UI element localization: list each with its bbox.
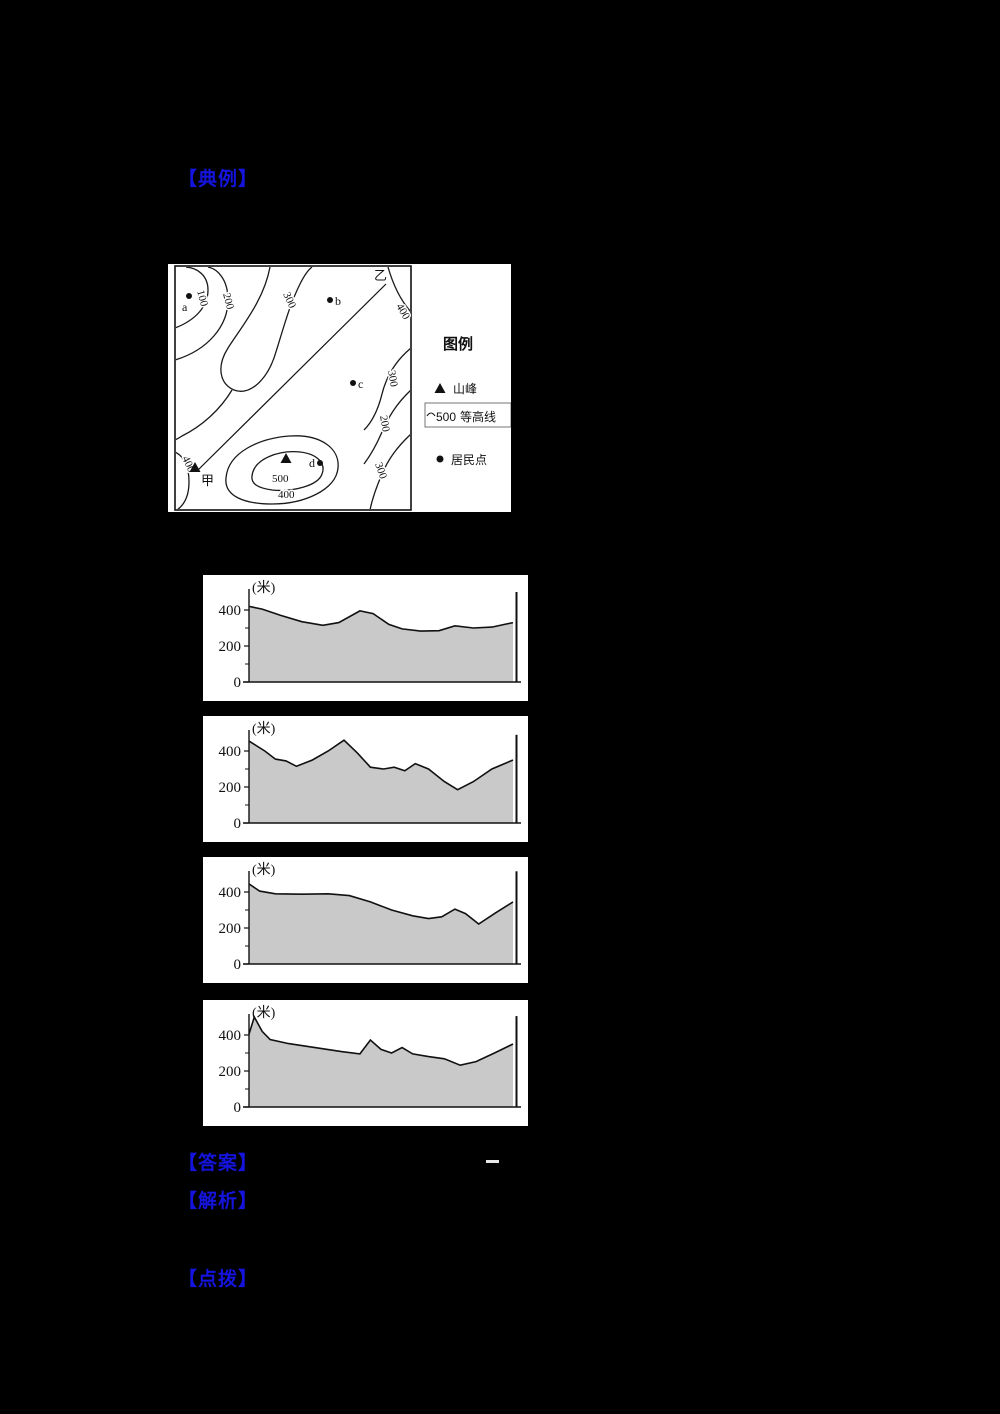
elevation-profile-svg-2: 0 200 400 (米) xyxy=(219,721,521,832)
settlement-dot-d xyxy=(317,460,323,466)
profile-area xyxy=(249,883,513,964)
elevation-profile-svg-1: 0 200 400 (米) xyxy=(219,580,521,691)
settlement-dot-b xyxy=(327,297,333,303)
settlement-label-b: b xyxy=(335,294,341,308)
elevation-profile-chart-4: 0 200 400 (米) xyxy=(203,1000,528,1126)
profile-area xyxy=(249,740,513,823)
peak-elevation-label: 500 xyxy=(272,473,289,485)
legend-title: 图例 xyxy=(443,335,473,353)
y-tick-label: 0 xyxy=(234,675,242,691)
y-tick-label: 200 xyxy=(219,639,242,655)
peak-icon-500 xyxy=(280,453,292,463)
y-axis-unit-label: (米) xyxy=(252,721,276,737)
contour-line-valley xyxy=(176,389,233,441)
legend-contour-label: 等高线 xyxy=(460,409,496,424)
profile-area xyxy=(249,1017,513,1107)
transect-end-label: 乙 xyxy=(374,268,387,283)
elevation-profile-svg-4: 0 200 400 (米) xyxy=(219,1005,521,1116)
map-border xyxy=(174,265,412,511)
y-tick-label: 200 xyxy=(219,921,242,937)
settlement-dot-c xyxy=(350,380,356,386)
contour-line-400-corner xyxy=(176,451,190,509)
transect-line xyxy=(197,283,387,471)
y-axis-unit-label: (米) xyxy=(252,862,276,878)
contour-label: 400 xyxy=(278,489,295,501)
y-tick-label: 200 xyxy=(219,780,242,796)
profile-outline xyxy=(248,883,514,925)
legend-settlement-label: 居民点 xyxy=(451,453,487,467)
y-axis-unit-label: (米) xyxy=(252,580,276,596)
contour-line-400-loop xyxy=(225,435,339,505)
settlement-label-c: c xyxy=(358,377,363,391)
y-tick-label: 400 xyxy=(219,603,242,619)
contour-line-200-right xyxy=(363,390,410,465)
contour-map-figure: 100 200 300 400 300 200 300 400 400 500 … xyxy=(168,264,512,512)
contour-label: 300 xyxy=(385,369,400,388)
legend-peak-label: 山峰 xyxy=(453,382,477,396)
contour-map-svg: 100 200 300 400 300 200 300 400 400 500 … xyxy=(174,265,512,511)
analysis-label: 【解析】 xyxy=(178,1191,259,1212)
settlement-label-d: d xyxy=(309,456,315,470)
y-tick-label: 400 xyxy=(219,744,242,760)
y-tick-label: 200 xyxy=(219,1064,242,1080)
elevation-profile-chart-3: 0 200 400 (米) xyxy=(203,857,528,983)
elevation-profile-chart-1: 0 200 400 (米) xyxy=(203,575,528,701)
legend-contour-value: 500 xyxy=(436,410,456,424)
y-tick-label: 400 xyxy=(219,1028,242,1044)
contour-line-300-bottomright xyxy=(369,434,410,509)
y-tick-label: 0 xyxy=(234,957,242,973)
profile-outline xyxy=(248,739,514,791)
example-label: 【典例】 xyxy=(178,169,259,190)
answer-label: 【答案】 xyxy=(178,1153,259,1174)
contour-line-100 xyxy=(176,267,209,329)
legend-contour-symbol xyxy=(426,412,436,417)
profile-area xyxy=(249,606,513,682)
settlement-dot-a xyxy=(186,293,192,299)
contour-lines xyxy=(176,267,410,509)
contour-line-300-middle xyxy=(220,267,313,392)
contour-line-peak-loop xyxy=(251,451,324,492)
tip-label: 【点拨】 xyxy=(178,1269,259,1290)
settlement-label-a: a xyxy=(182,300,188,314)
transect-start-label: 甲 xyxy=(201,473,214,488)
profile-outline xyxy=(248,1014,514,1067)
contour-line-200-topleft xyxy=(176,267,229,361)
legend-peak-icon xyxy=(434,383,446,393)
profile-outline xyxy=(248,605,514,632)
contour-line-400-topright xyxy=(387,267,410,312)
answer-dash xyxy=(486,1160,499,1163)
y-axis-unit-label: (米) xyxy=(252,1005,276,1021)
contour-line-300-right xyxy=(363,348,410,431)
elevation-profile-svg-3: 0 200 400 (米) xyxy=(219,862,521,973)
y-tick-label: 0 xyxy=(234,816,242,832)
contour-label: 200 xyxy=(377,414,392,433)
legend-settlement-icon xyxy=(436,455,444,463)
elevation-profile-chart-2: 0 200 400 (米) xyxy=(203,716,528,842)
peak-icon-jia xyxy=(189,462,201,472)
y-tick-label: 400 xyxy=(219,885,242,901)
y-tick-label: 0 xyxy=(234,1100,242,1116)
